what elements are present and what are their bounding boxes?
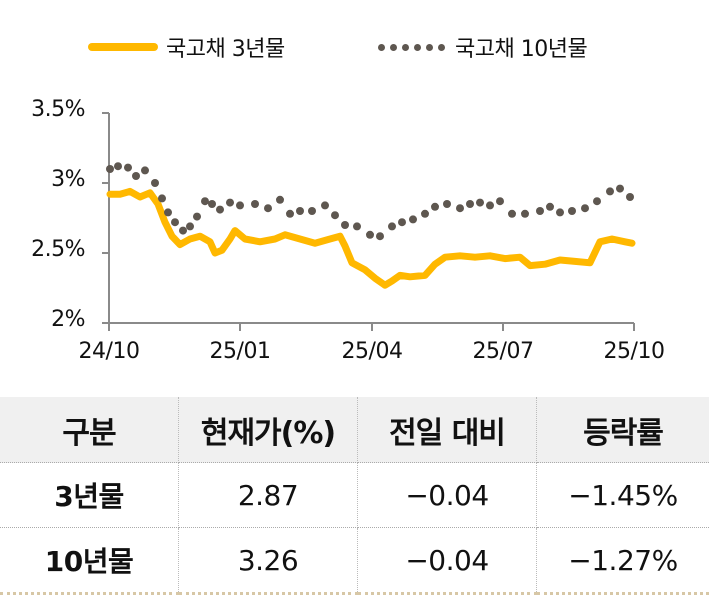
chart-legend: 국고채 3년물 국고채 10년물: [0, 30, 709, 64]
y-tick-label: 3.5%: [0, 97, 85, 122]
row-label: 10년물: [0, 528, 179, 594]
legend-label-3y: 국고채 3년물: [166, 31, 285, 63]
legend-item-10y: 국고채 10년물: [378, 30, 587, 64]
table-header-row: 구분 현재가(%) 전일 대비 등락률: [0, 397, 709, 463]
row-label: 3년물: [0, 463, 179, 528]
header-change-rate: 등락률: [537, 397, 709, 463]
header-change: 전일 대비: [358, 397, 537, 463]
solid-line-swatch-icon: [88, 43, 158, 51]
x-tick-label: 25/04: [332, 339, 412, 364]
table-row: 3년물 2.87 −0.04 −1.45%: [0, 463, 709, 528]
daily-change: −0.04: [358, 528, 537, 594]
x-tick-label: 25/10: [594, 339, 674, 364]
series-10y-dots: [106, 162, 634, 240]
x-tick-label: 25/01: [200, 339, 280, 364]
header-category: 구분: [0, 397, 179, 463]
legend-item-3y: 국고채 3년물: [88, 30, 285, 64]
header-current-price: 현재가(%): [179, 397, 358, 463]
chart-axes: [102, 113, 634, 331]
x-tick-label: 25/07: [463, 339, 543, 364]
current-price: 3.26: [179, 528, 358, 594]
dotted-line-swatch-icon: [378, 44, 445, 51]
legend-label-10y: 국고채 10년물: [455, 31, 587, 63]
y-tick-label: 2.5%: [0, 237, 85, 262]
line-chart: 3.5% 3% 2.5% 2% 24/10 25/01 25/04 25/07 …: [0, 95, 709, 385]
table-row: 10년물 3.26 −0.04 −1.27%: [0, 528, 709, 594]
current-price: 2.87: [179, 463, 358, 528]
yield-summary-table: 구분 현재가(%) 전일 대비 등락률 3년물 2.87 −0.04 −1.45…: [0, 397, 709, 595]
y-tick-label: 2%: [0, 307, 85, 332]
daily-change: −0.04: [358, 463, 537, 528]
change-rate: −1.27%: [537, 528, 709, 594]
x-tick-label: 24/10: [69, 339, 149, 364]
change-rate: −1.45%: [537, 463, 709, 528]
y-tick-label: 3%: [0, 167, 85, 192]
